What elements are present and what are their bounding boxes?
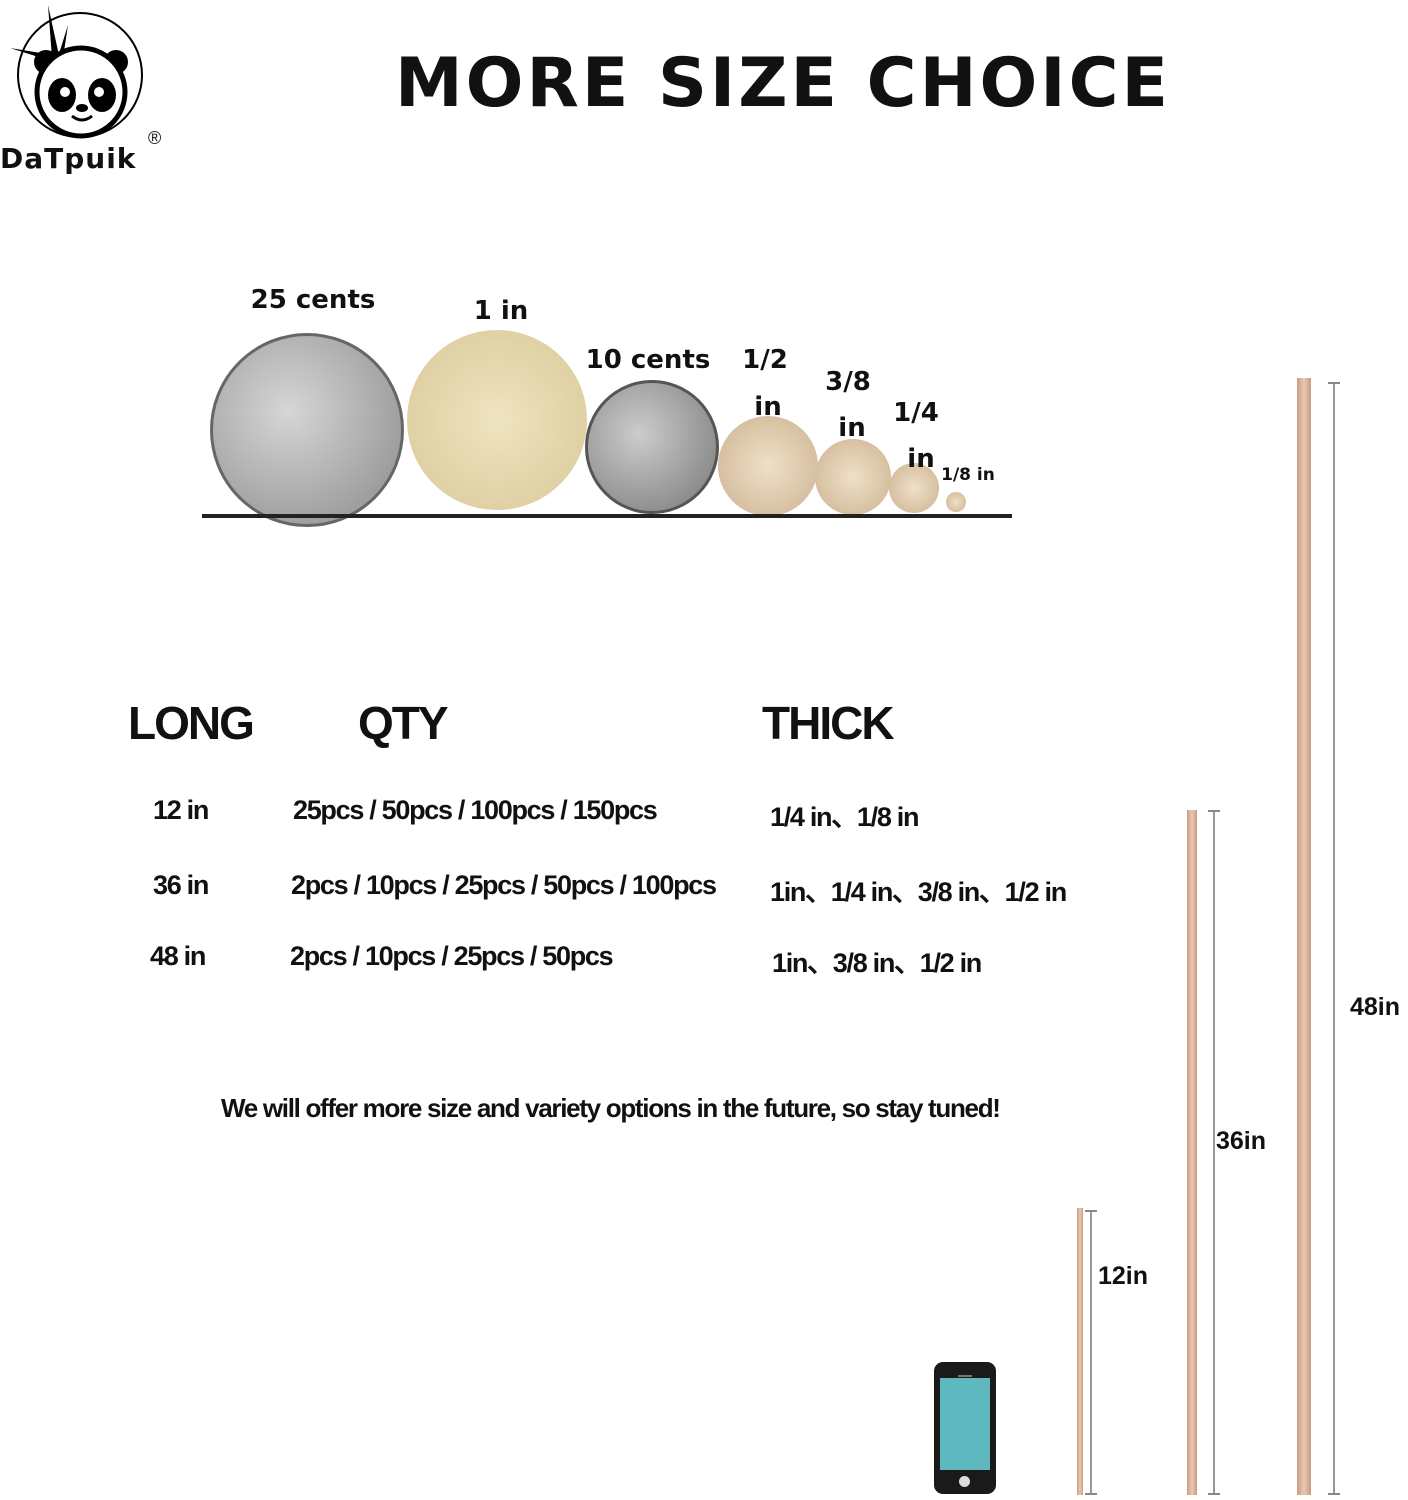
dowel-36in (1187, 810, 1197, 1495)
row-long: 36 in (153, 870, 209, 900)
coin-label: in (754, 392, 782, 422)
coin-label: 1/2 (742, 345, 788, 375)
disc-3-8in (815, 439, 891, 515)
page-title: MORE SIZE CHOICE (395, 44, 1171, 123)
row-thick: 1/4 in、1/8 in (770, 802, 919, 832)
coin-label: 3/8 (825, 367, 871, 397)
coin-label: 25 cents (250, 285, 376, 315)
header-long: LONG (128, 697, 255, 749)
dowel-48in (1297, 378, 1311, 1495)
disc-1-8in (946, 492, 966, 512)
brand-name: DaTpuik (0, 142, 137, 175)
disc-1-4in (889, 463, 939, 513)
disc-1-2in (718, 416, 818, 516)
coin-label: 1 in (473, 296, 529, 326)
disc-1in (407, 330, 587, 510)
row-qty: 2pcs / 10pcs / 25pcs / 50pcs (290, 941, 614, 971)
phone-icon (934, 1362, 996, 1494)
dowel-label: 12in (1098, 1262, 1149, 1290)
dowel-label: 36in (1216, 1127, 1267, 1155)
coin-label: 1/8 in (941, 465, 995, 485)
footer-note: We will offer more size and variety opti… (221, 1093, 1001, 1123)
coin-label: 1/4 (893, 398, 939, 428)
row-long: 48 in (150, 941, 206, 971)
measure-line-36in (1208, 810, 1220, 1495)
coin-label: 10 cents (585, 345, 711, 375)
registered-mark: ® (148, 128, 162, 148)
row-qty: 25pcs / 50pcs / 100pcs / 150pcs (293, 795, 658, 825)
dowel-12in (1077, 1208, 1083, 1495)
header-qty: QTY (358, 697, 449, 749)
measure-line-48in (1328, 382, 1340, 1495)
row-thick: 1in、1/4 in、3/8 in、1/2 in (770, 877, 1067, 907)
brand-logo (8, 0, 148, 140)
measure-line-12in (1085, 1210, 1097, 1495)
row-thick: 1in、3/8 in、1/2 in (772, 948, 982, 978)
baseline (202, 514, 1012, 518)
row-long: 12 in (153, 795, 209, 825)
coin-label: in (907, 444, 935, 474)
dowel-label: 48in (1350, 993, 1401, 1021)
dime-coin (585, 380, 719, 514)
quarter-coin (210, 333, 404, 527)
panda-icon (10, 5, 143, 139)
coin-label: in (838, 413, 866, 443)
header-thick: THICK (762, 697, 895, 749)
row-qty: 2pcs / 10pcs / 25pcs / 50pcs / 100pcs (291, 870, 717, 900)
